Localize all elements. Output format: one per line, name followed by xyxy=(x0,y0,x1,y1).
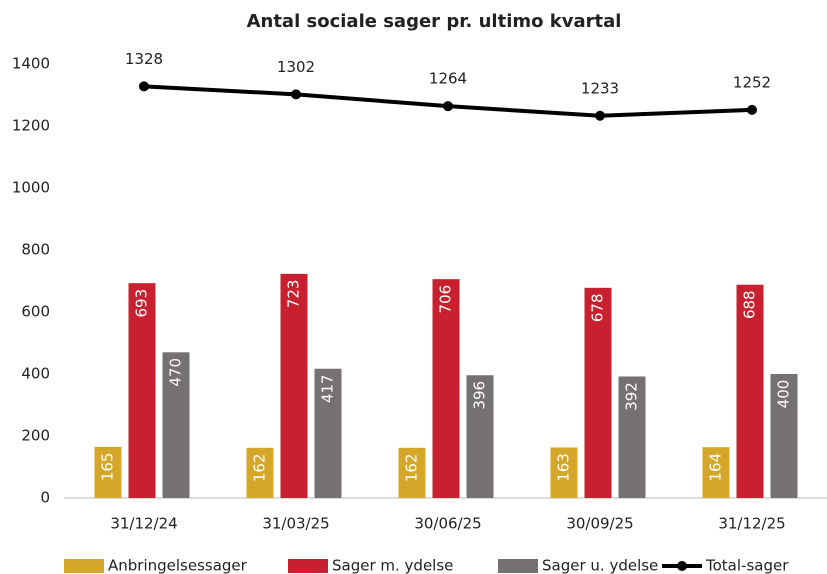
bar-value-label: 723 xyxy=(285,280,303,309)
y-tick-label: 0 xyxy=(40,489,50,507)
bar-value-label: 162 xyxy=(403,453,421,482)
line-marker xyxy=(139,81,149,92)
bar xyxy=(584,287,612,498)
bar-value-label: 678 xyxy=(589,293,607,322)
line-value-label: 1328 xyxy=(125,50,163,68)
chart-title: Antal sociale sager pr. ultimo kvartal xyxy=(247,11,622,32)
x-tick-label: 31/03/25 xyxy=(262,515,329,533)
line xyxy=(143,84,753,118)
y-tick-label: 800 xyxy=(21,241,50,259)
legend-label: Total-sager xyxy=(705,557,789,574)
line-marker xyxy=(443,101,453,112)
y-tick-label: 400 xyxy=(21,365,50,383)
bar-value-label: 470 xyxy=(167,358,185,387)
bar xyxy=(466,375,494,498)
bar xyxy=(94,446,122,498)
bar-value-label: 417 xyxy=(319,374,337,403)
legend-label: Anbringelsessager xyxy=(108,557,248,574)
bar-value-label: 693 xyxy=(133,289,151,318)
bar xyxy=(432,279,460,498)
line-marker xyxy=(595,110,605,121)
bar xyxy=(770,374,798,498)
bar-value-label: 163 xyxy=(555,453,573,482)
x-tick-label: 31/12/24 xyxy=(110,515,177,533)
bar xyxy=(550,447,578,498)
bar-value-label: 706 xyxy=(437,285,455,314)
y-tick-label: 1200 xyxy=(12,117,50,135)
legend-swatch xyxy=(498,559,538,573)
bar xyxy=(162,352,190,498)
line-value-label: 1233 xyxy=(581,79,619,97)
x-tick-label: 31/12/25 xyxy=(718,515,785,533)
bar-value-label: 688 xyxy=(741,290,759,319)
legend-label: Sager u. ydelse xyxy=(542,557,658,574)
bar xyxy=(128,283,156,498)
line-value-label: 1264 xyxy=(429,70,467,88)
y-tick-label: 1000 xyxy=(12,179,50,197)
line-value-label: 1252 xyxy=(733,73,771,91)
legend-label: Sager m. ydelse xyxy=(332,557,453,574)
line-value-label: 1302 xyxy=(277,58,315,76)
x-tick-label: 30/09/25 xyxy=(566,515,633,533)
bar xyxy=(314,368,342,498)
bar xyxy=(246,447,274,498)
line-marker xyxy=(291,89,301,100)
bar-value-label: 396 xyxy=(471,381,489,410)
y-tick-label: 1400 xyxy=(12,55,50,73)
line-marker xyxy=(747,104,757,115)
bar-value-label: 162 xyxy=(251,453,269,482)
legend-marker xyxy=(677,561,687,571)
legend-swatch xyxy=(288,559,328,573)
bar-value-label: 165 xyxy=(99,453,117,482)
legend-swatch xyxy=(64,559,104,573)
x-tick-label: 30/06/25 xyxy=(414,515,481,533)
bar xyxy=(736,284,764,498)
bar xyxy=(618,376,646,498)
bar-value-label: 392 xyxy=(623,382,641,411)
y-tick-label: 600 xyxy=(21,303,50,321)
bar xyxy=(398,447,426,498)
y-tick-label: 200 xyxy=(21,427,50,445)
bar xyxy=(702,447,730,498)
bar-value-label: 400 xyxy=(775,380,793,409)
bar xyxy=(280,273,308,498)
bar-value-label: 164 xyxy=(707,453,725,482)
